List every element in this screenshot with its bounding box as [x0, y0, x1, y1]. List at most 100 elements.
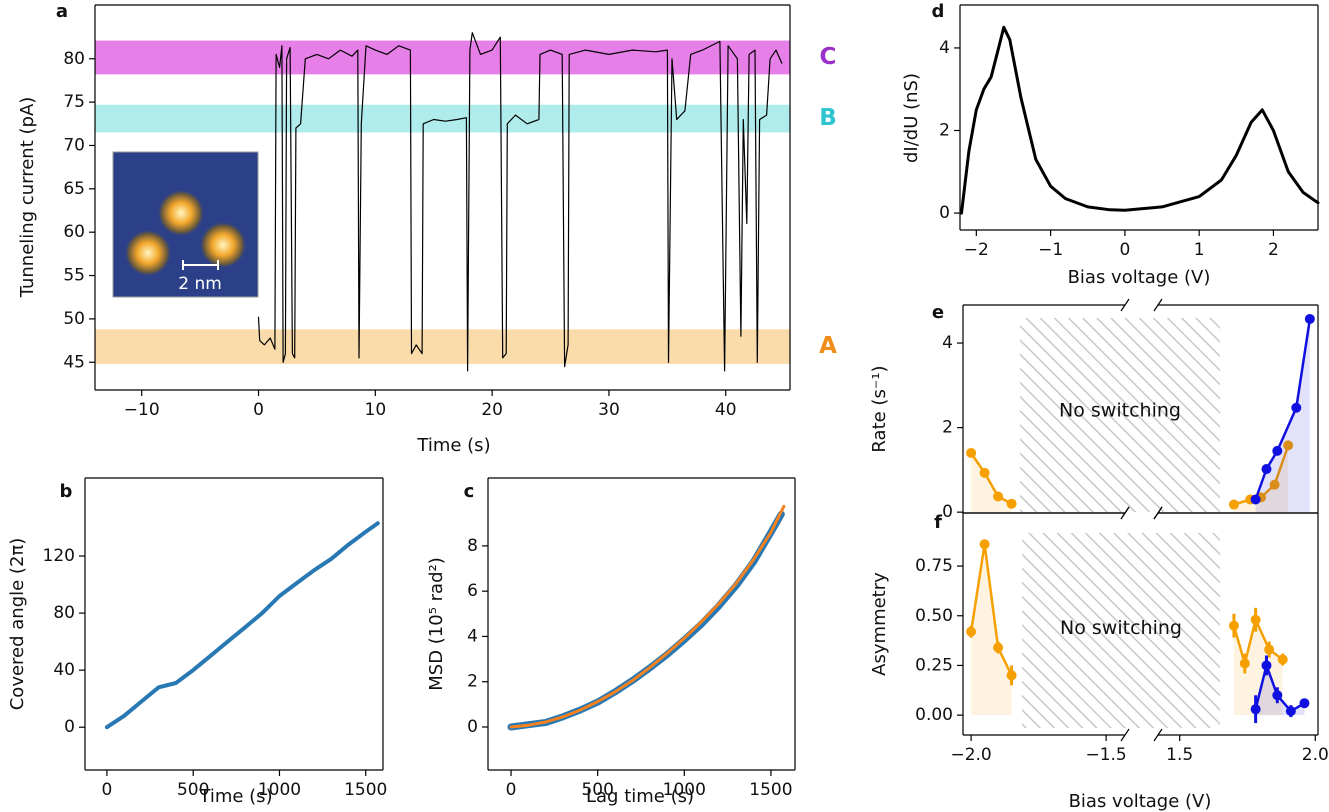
y-axis-label: dI/dU (nS): [901, 73, 922, 163]
y-tick-label: 65: [63, 179, 85, 199]
y-tick-label: 2: [467, 672, 478, 692]
stm-inset: 2 nm: [112, 151, 259, 298]
point: [1272, 690, 1283, 701]
y-tick-label: 6: [467, 581, 478, 601]
y-tick-label: 70: [63, 135, 85, 155]
point: [1285, 706, 1296, 717]
x-axis-label: Time (s): [416, 435, 490, 456]
y-tick-label: 0.75: [915, 556, 953, 576]
y-axis-label: Asymmetry: [869, 572, 890, 676]
x-tick-label: 1500: [749, 780, 792, 800]
band: [95, 40, 790, 75]
point: [1239, 658, 1250, 669]
x-tick-label: 1.5: [1166, 745, 1193, 765]
point: [966, 447, 977, 458]
y-tick-label: 0: [467, 717, 478, 737]
band: [95, 104, 790, 133]
point: [993, 642, 1004, 653]
x-tick-label: 30: [598, 400, 620, 420]
x-tick-label: 0: [506, 780, 517, 800]
molecule: [199, 221, 247, 269]
x-tick-label: 0: [1119, 240, 1130, 260]
spine: [1153, 506, 1163, 520]
point: [1261, 660, 1272, 671]
line: [104, 521, 380, 730]
y-tick-label: 80: [63, 49, 85, 69]
point: [1228, 620, 1239, 631]
y-tick-label: 0: [64, 717, 75, 737]
y-tick-label: 0: [939, 203, 950, 223]
x-tick-label: 2.0: [1302, 745, 1329, 765]
y-tick-label: 55: [63, 266, 85, 286]
area: [971, 453, 1012, 513]
spine: [1120, 298, 1130, 312]
no-switching-region: [1020, 318, 1220, 512]
x-tick-label: 500: [581, 780, 613, 800]
x-tick-label: 1500: [344, 780, 387, 800]
area: [971, 544, 1012, 716]
scale-label: 2 nm: [178, 274, 222, 294]
x-tick-label: 1000: [663, 780, 706, 800]
point: [993, 491, 1004, 502]
band-label: B: [819, 105, 837, 131]
line: [969, 451, 1013, 505]
panel-label: d: [932, 1, 945, 22]
x-tick-label: 2: [1268, 240, 1279, 260]
y-tick-label: 0.25: [915, 655, 953, 675]
x-tick-label: 1: [1194, 240, 1205, 260]
point: [1283, 440, 1294, 451]
y-tick-label: 75: [63, 92, 85, 112]
area: [1255, 665, 1305, 716]
x-tick-label: −2: [964, 240, 989, 260]
y-tick-label: 50: [63, 309, 85, 329]
y-tick-label: 2: [942, 418, 953, 438]
annotation: No switching: [1059, 400, 1181, 422]
x-axis-label: Bias voltage (V): [1069, 791, 1212, 812]
x-tick-label: 40: [715, 400, 737, 420]
y-tick-label: 0: [942, 502, 953, 522]
x-tick-label: 0: [102, 780, 113, 800]
point: [1006, 498, 1017, 509]
line: [969, 542, 1013, 677]
band-label: A: [819, 333, 837, 359]
y-axis-label: Rate (s⁻¹): [869, 365, 890, 452]
x-tick-label: 0: [253, 400, 264, 420]
spine: [1120, 728, 1130, 742]
y-tick-label: 4: [939, 38, 950, 58]
spine: [1153, 298, 1163, 312]
annotation: No switching: [1060, 617, 1182, 639]
y-tick-label: 45: [63, 352, 85, 372]
x-tick-label: −10: [124, 400, 160, 420]
area: [1233, 619, 1283, 716]
y-tick-label: 120: [43, 546, 75, 566]
point: [1228, 499, 1239, 510]
x-tick-label: −1: [1038, 240, 1063, 260]
point: [1277, 654, 1288, 665]
y-tick-label: 0.00: [915, 705, 953, 725]
y-tick-label: 4: [942, 333, 953, 353]
x-axis-label: Lag time (s): [586, 786, 694, 807]
x-axis-label: Time (s): [198, 786, 272, 807]
point: [1304, 313, 1315, 324]
molecule: [157, 189, 205, 237]
point: [979, 467, 990, 478]
x-tick-label: 20: [481, 400, 503, 420]
point: [1299, 698, 1310, 709]
point: [1250, 704, 1261, 715]
x-tick-label: 1000: [258, 780, 301, 800]
y-tick-label: 4: [467, 626, 478, 646]
spine: [1120, 506, 1130, 520]
y-axis-label: MSD (10⁵ rad²): [426, 557, 447, 691]
panel-label: b: [60, 481, 73, 502]
y-tick-label: 8: [467, 536, 478, 556]
point: [979, 539, 990, 550]
point: [1264, 644, 1275, 655]
point: [1250, 614, 1261, 625]
point: [1250, 494, 1261, 505]
line: [960, 25, 1320, 215]
point: [1272, 445, 1283, 456]
y-tick-label: 80: [53, 603, 75, 623]
panel-label: c: [464, 481, 475, 502]
band: [95, 329, 790, 364]
